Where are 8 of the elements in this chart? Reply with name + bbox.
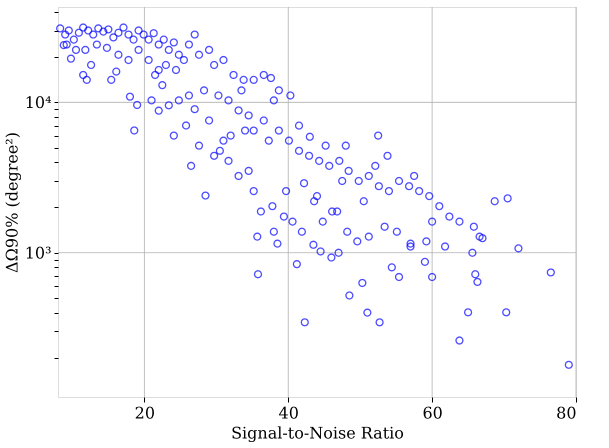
y-tick-label: 10³	[24, 243, 52, 262]
x-tick-label: 80	[556, 404, 576, 422]
x-tick-label: 60	[422, 404, 443, 422]
x-tick-label: 40	[278, 404, 299, 422]
x-axis-title: Signal-to-Noise Ratio	[231, 424, 404, 442]
y-axis-title: ΔΩ90% (degree²)	[2, 132, 22, 273]
y-tick-label: 10⁴	[24, 92, 52, 112]
x-tick-label: 20	[134, 404, 156, 422]
